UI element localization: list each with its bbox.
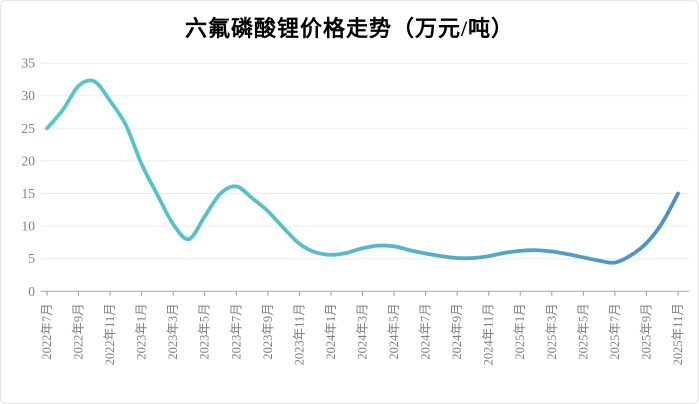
y-tick-label: 10: [22, 219, 36, 234]
x-tick-label: 2023年1月: [135, 303, 149, 359]
y-tick-label: 5: [28, 251, 35, 266]
chart-title: 六氟磷酸锂价格走势（万元/吨）: [184, 16, 515, 41]
x-tick-label: 2024年9月: [450, 303, 464, 359]
x-tick-label: 2024年11月: [482, 303, 496, 365]
x-tick-label: 2024年5月: [387, 303, 401, 359]
x-tick-label: 2024年1月: [324, 303, 338, 359]
x-tick-label: 2023年9月: [261, 303, 275, 359]
y-tick-label: 15: [22, 186, 36, 201]
x-tick-label: 2022年9月: [72, 303, 86, 359]
x-tick-label: 2022年11月: [103, 303, 117, 365]
y-tick-label: 35: [22, 56, 36, 71]
y-tick-label: 20: [22, 153, 36, 168]
x-tick-label: 2025年5月: [576, 303, 590, 359]
x-tick-label: 2025年11月: [671, 303, 685, 365]
x-tick-label: 2024年3月: [356, 303, 370, 359]
y-tick-label: 0: [28, 284, 35, 299]
x-tick-label: 2023年5月: [198, 303, 212, 359]
x-tick-label: 2023年11月: [292, 303, 306, 365]
x-tick-label: 2023年7月: [229, 303, 243, 359]
x-tick-label: 2025年9月: [639, 303, 653, 359]
x-tick-label: 2022年7月: [40, 303, 54, 359]
y-tick-label: 30: [22, 88, 36, 103]
x-tick-label: 2025年7月: [608, 303, 622, 359]
x-tick-label: 2024年7月: [419, 303, 433, 359]
x-tick-label: 2025年1月: [513, 303, 527, 359]
y-tick-label: 25: [22, 121, 36, 136]
x-tick-label: 2025年3月: [545, 303, 559, 359]
price-line: [45, 78, 680, 265]
x-tick-label: 2023年3月: [166, 303, 180, 359]
